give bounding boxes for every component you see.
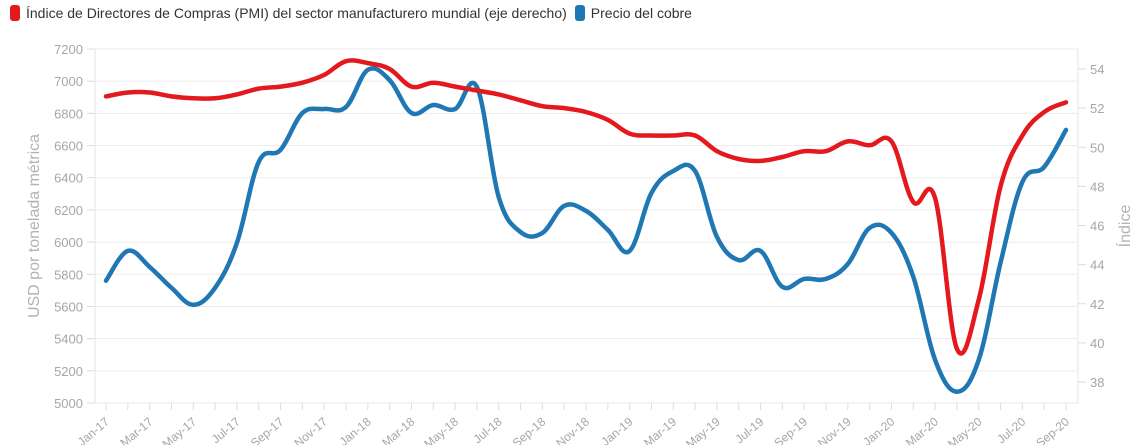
legend-label-pmi: Índice de Directores de Compras (PMI) de…	[26, 5, 567, 21]
y-tick-label: 6400	[54, 171, 83, 186]
y2-tick-label: 52	[1090, 101, 1104, 116]
legend-swatch-copper	[574, 5, 585, 21]
y-tick-label: 6600	[54, 139, 83, 154]
x-tick-label: May-17	[160, 414, 200, 445]
x-tick-label: Mar-18	[379, 414, 417, 445]
x-tick-label: Jan-17	[75, 414, 112, 445]
x-tick-label: Jul-19	[732, 414, 766, 445]
series-lines	[103, 58, 1069, 394]
left-axis-title: USD por tonelada métrica	[26, 134, 43, 318]
legend-item-pmi[interactable]: Índice de Directores de Compras (PMI) de…	[10, 5, 567, 21]
x-tick-label: May-20	[945, 414, 985, 445]
x-tick-label: Mar-19	[641, 414, 679, 445]
y2-tick-label: 54	[1090, 62, 1104, 77]
x-tick-label: Sep-18	[510, 414, 549, 445]
y2-tick-label: 48	[1090, 179, 1104, 194]
x-tick-label: Jul-17	[209, 414, 243, 445]
x-tick-label: Nov-19	[815, 414, 854, 445]
x-tick-label: Jul-20	[994, 414, 1028, 445]
x-tick-label: Nov-17	[291, 414, 330, 445]
legend-swatch-pmi	[10, 5, 20, 21]
y-tick-label: 5000	[54, 396, 83, 411]
y-tick-label: 5800	[54, 267, 83, 282]
y2-tick-label: 42	[1090, 297, 1104, 312]
y-tick-label: 6000	[54, 235, 83, 250]
legend-item-copper[interactable]: Precio del cobre	[574, 5, 692, 21]
x-tick-label: Jan-20	[860, 414, 897, 445]
x-tick-label: Jul-18	[471, 414, 505, 445]
right-axis-title: Índice	[1115, 205, 1134, 248]
x-tick-label: May-18	[421, 414, 461, 445]
y2-tick-label: 38	[1090, 375, 1104, 390]
x-tick-label: Mar-17	[117, 414, 155, 445]
y2-tick-label: 50	[1090, 140, 1104, 155]
x-tick-label: Sep-19	[771, 414, 810, 445]
legend-label-copper: Precio del cobre	[590, 5, 692, 21]
x-tick-label: Jan-18	[337, 414, 374, 445]
y2-tick-label: 46	[1090, 219, 1104, 234]
y-tick-label: 6200	[54, 203, 83, 218]
y-tick-label: 5200	[54, 364, 83, 379]
y-tick-label: 7200	[54, 42, 83, 57]
x-axis-ticks: Jan-17 Mar-17 May-17 Jul-17 Sep-17 Nov-17 Jan-…	[75, 403, 1072, 445]
x-tick-label: Sep-20	[1033, 414, 1072, 445]
y-tick-label: 5600	[54, 299, 83, 314]
copper-price-series-line	[103, 66, 1069, 394]
y-tick-label: 6800	[54, 106, 83, 121]
right-axis-ticks: 38 40 42 44 46 48 50 52 54	[1078, 62, 1104, 390]
x-tick-label: Jan-19	[598, 414, 635, 445]
x-tick-label: Mar-20	[903, 414, 941, 445]
x-tick-label: May-19	[683, 414, 723, 445]
y2-tick-label: 44	[1090, 258, 1104, 273]
y-tick-label: 7000	[54, 74, 83, 89]
left-axis-ticks: 5000 5200 5400 5600 5800 6000 6200 6400 6600 6800…	[54, 42, 95, 411]
y2-tick-label: 40	[1090, 336, 1104, 351]
pmi-series-line	[103, 58, 1069, 356]
x-tick-label: Sep-17	[248, 414, 287, 445]
x-tick-label: Nov-18	[553, 414, 592, 445]
y-tick-label: 5400	[54, 332, 83, 347]
chart-legend: Índice de Directores de Compras (PMI) de…	[10, 5, 700, 21]
